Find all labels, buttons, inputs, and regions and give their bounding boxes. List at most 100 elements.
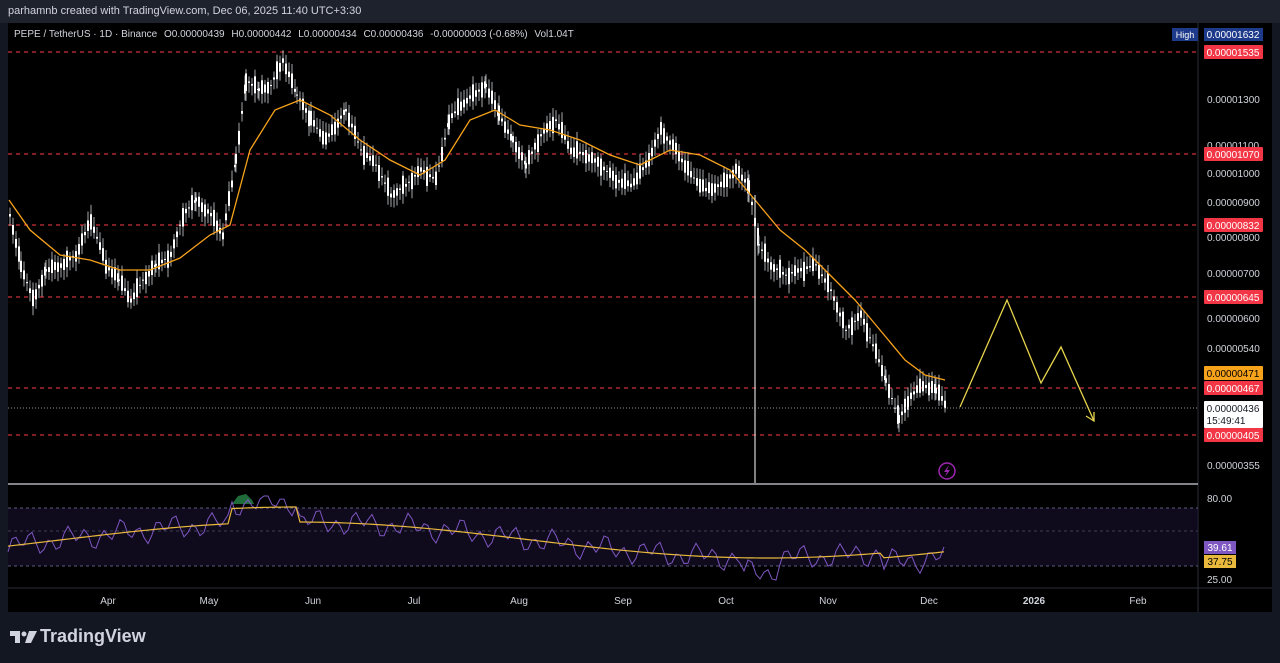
candle-body-155 <box>454 111 456 114</box>
candle-body-70 <box>210 213 212 217</box>
high-label-text: High <box>1176 30 1195 40</box>
level-badge-4 <box>1204 381 1263 395</box>
candle-body-316 <box>922 381 924 392</box>
candle-body-106 <box>310 110 312 126</box>
candle-body-247 <box>723 172 725 188</box>
candle-body-270 <box>788 267 790 285</box>
candle-body-239 <box>699 178 701 193</box>
candle-body-243 <box>711 183 713 196</box>
candle-body-119 <box>348 112 350 127</box>
candle-body-304 <box>888 384 890 398</box>
candle-body-303 <box>885 378 887 383</box>
candle-body-199 <box>579 151 581 154</box>
candle-body-280 <box>818 264 820 279</box>
candle-body-273 <box>797 268 799 273</box>
candle-body-75 <box>225 213 227 221</box>
candle-body-159 <box>466 97 468 104</box>
level-badge-text-0: 0.00001535 <box>1207 48 1260 59</box>
candle-body-241 <box>705 187 707 192</box>
time-tick-10: Feb <box>1129 596 1147 607</box>
ma-badge-text: 0.00000471 <box>1207 369 1260 380</box>
support-resistance-levels <box>8 51 1198 436</box>
legend-close: C0.00000436 <box>363 29 424 40</box>
candle-body-319 <box>931 381 933 393</box>
candle-body-177 <box>515 141 517 153</box>
candle-body-36 <box>114 267 116 281</box>
credit-text: parhamnb created with TradingView.com, D… <box>8 5 362 17</box>
candle-body-37 <box>117 273 119 283</box>
legend-open: O0.00000439 <box>164 29 225 40</box>
level-badge-5 <box>1204 428 1263 442</box>
candle-body-185 <box>537 134 539 153</box>
rsi-tick-25: 25.00 <box>1207 575 1232 586</box>
candle-body-144 <box>423 170 425 174</box>
candle-body-123 <box>360 149 362 151</box>
level-badge-text-3: 0.00000645 <box>1207 293 1260 304</box>
candle-body-314 <box>916 385 918 393</box>
candle-body-107 <box>313 120 315 127</box>
rsi-ma-badge <box>1204 555 1236 568</box>
candle-body-85 <box>251 83 253 86</box>
candle-body-173 <box>504 121 506 133</box>
candle-body-133 <box>390 193 392 198</box>
rsi-value-badge <box>1204 541 1236 554</box>
candle-body-260 <box>758 244 760 246</box>
price-tick-1: 0.00001100 <box>1207 141 1260 152</box>
price-tick-3: 0.00000900 <box>1207 198 1260 209</box>
candle-body-178 <box>518 147 520 159</box>
candle-body-172 <box>501 118 503 122</box>
candle-body-59 <box>179 224 181 226</box>
candle-body-68 <box>204 204 206 217</box>
candle-body-48 <box>148 271 150 277</box>
candle-body-278 <box>812 257 814 272</box>
candle-body-300 <box>878 359 880 363</box>
candle-body-72 <box>216 220 218 233</box>
candle-body-65 <box>195 197 197 202</box>
candle-body-126 <box>369 156 371 161</box>
level-badge-3 <box>1204 290 1263 304</box>
candle-body-81 <box>241 110 243 114</box>
candle-body-50 <box>154 264 156 267</box>
candle-body-117 <box>343 109 345 115</box>
legend-symbol: PEPE / TetherUS · 1D · Binance <box>14 29 158 40</box>
candle-body-230 <box>672 139 674 150</box>
candle-body-7 <box>29 288 31 294</box>
candle-body-232 <box>678 151 680 162</box>
candle-body-237 <box>693 177 695 179</box>
candle-body-299 <box>875 343 877 359</box>
candle-body-49 <box>151 260 153 275</box>
candle-body-138 <box>405 183 407 187</box>
candle-body-262 <box>764 243 766 262</box>
candle-body-88 <box>258 88 260 92</box>
candle-body-20 <box>66 250 68 268</box>
candle-body-113 <box>331 124 333 136</box>
candle-body-307 <box>897 405 899 424</box>
candle-body-208 <box>606 170 608 172</box>
tradingview-logo-icon <box>10 631 37 643</box>
candle-body-116 <box>340 115 342 119</box>
candle-body-51 <box>155 263 157 266</box>
ma-badge <box>1204 366 1263 380</box>
candle-body-218 <box>636 172 638 185</box>
candle-body-141 <box>414 175 416 177</box>
candle-body-153 <box>448 114 450 130</box>
candle-body-16 <box>54 262 56 270</box>
candle-body-63 <box>191 195 193 211</box>
candle-body-132 <box>387 177 389 196</box>
candle-body-204 <box>594 158 596 163</box>
candle-body-154 <box>451 113 453 119</box>
flash-icon[interactable] <box>938 462 956 480</box>
candle-body-174 <box>507 129 509 134</box>
candle-body-69 <box>207 209 209 214</box>
candle-body-2 <box>15 238 17 248</box>
candle-body-44 <box>136 278 138 297</box>
candle-body-108 <box>316 127 318 129</box>
candle-body-54 <box>164 258 166 260</box>
time-tick-0: Apr <box>100 596 116 607</box>
candle-body-323 <box>941 396 943 401</box>
candle-body-90 <box>264 84 266 93</box>
candle-body-122 <box>357 141 359 143</box>
candle-body-131 <box>384 182 386 184</box>
candle-body-191 <box>555 119 557 121</box>
